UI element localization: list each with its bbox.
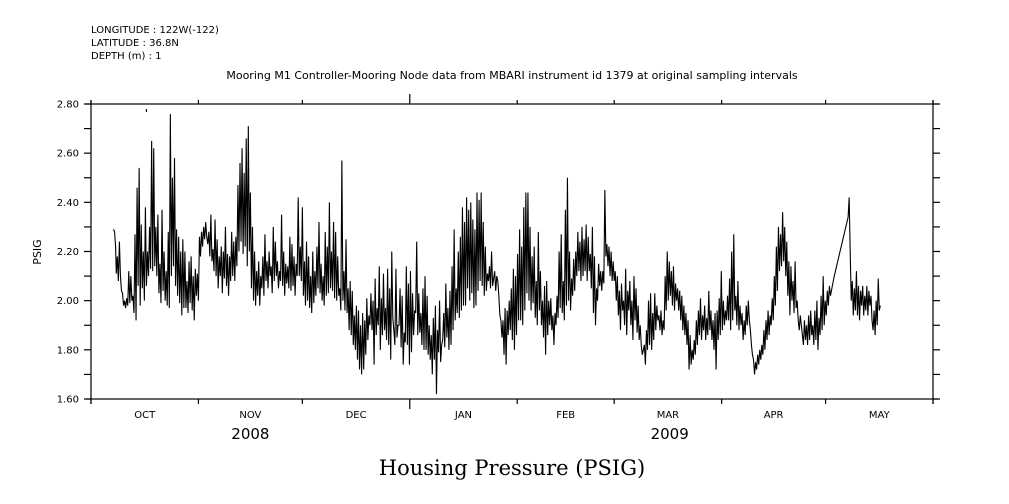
- meta-latitude: LATITUDE : 36.8N: [91, 38, 179, 49]
- x-month-label: DEC: [346, 410, 367, 421]
- meta-longitude: LONGITUDE : 122W(-122): [91, 25, 219, 36]
- y-tick-label: 2.00: [57, 296, 79, 307]
- x-month-label: MAY: [869, 410, 891, 421]
- x-month-label: JAN: [454, 410, 472, 421]
- x-month-label: FEB: [556, 410, 575, 421]
- y-tick-label: 2.40: [57, 198, 79, 209]
- chart-title: Mooring M1 Controller-Mooring Node data …: [226, 69, 798, 82]
- y-tick-label: 1.80: [57, 345, 79, 356]
- x-year-label: 2008: [231, 425, 269, 443]
- y-axis-label: PSIG: [31, 239, 44, 264]
- x-axis-title: Housing Pressure (PSIG): [379, 456, 645, 480]
- x-month-label: APR: [764, 410, 784, 421]
- series-line-housing-pressure: [113, 113, 881, 395]
- metadata-block: LONGITUDE : 122W(-122) LATITUDE : 36.8N …: [91, 25, 219, 62]
- y-tick-label: 1.60: [57, 395, 79, 406]
- y-tick-label: 2.20: [57, 247, 79, 258]
- y-tick-label: 2.80: [57, 100, 79, 111]
- meta-depth: DEPTH (m) : 1: [91, 51, 162, 62]
- series-group: [113, 113, 881, 395]
- x-month-label: OCT: [134, 410, 156, 421]
- y-tick-label: 2.60: [57, 149, 79, 160]
- x-month-label: NOV: [239, 410, 261, 421]
- x-year-label: 2009: [651, 425, 689, 443]
- axes: 1.60 1.80 2.00 2.20 2.40 2.60 2.80 OCT NOV DEC JAN…: [57, 94, 940, 443]
- x-month-label: MAR: [657, 410, 679, 421]
